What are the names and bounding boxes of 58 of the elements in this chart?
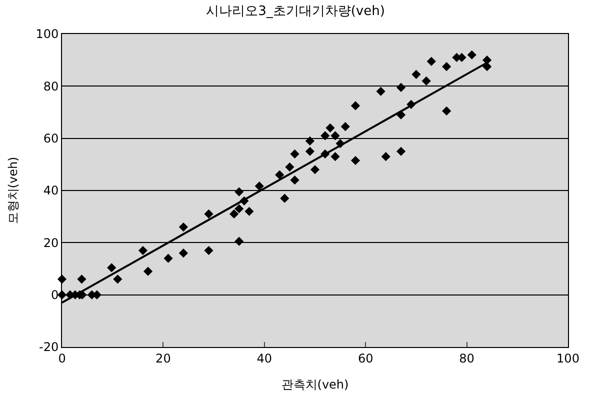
point	[204, 209, 214, 219]
point	[229, 209, 239, 219]
point	[138, 246, 148, 256]
point	[234, 204, 244, 214]
point	[77, 274, 86, 284]
point	[482, 56, 492, 65]
point	[254, 182, 264, 191]
point	[412, 70, 421, 79]
point	[143, 266, 153, 276]
point	[396, 82, 406, 92]
point	[482, 62, 492, 72]
point	[310, 165, 320, 174]
x-tick-label: 40	[256, 351, 272, 366]
y-tick-label: 80	[43, 79, 59, 94]
point	[178, 222, 188, 232]
x-axis-title: 관측치(veh)	[281, 377, 349, 392]
point	[330, 152, 340, 162]
point	[330, 131, 340, 140]
x-tick-label: 60	[358, 351, 374, 366]
point	[113, 274, 122, 284]
y-tick-label: 60	[43, 132, 59, 146]
point	[178, 248, 188, 258]
y-tick-label: 40	[43, 184, 59, 198]
point	[164, 254, 173, 263]
point	[396, 146, 406, 156]
point	[376, 86, 386, 96]
y-tick-label: -20	[38, 340, 59, 354]
point	[426, 56, 436, 66]
point	[244, 206, 254, 216]
x-tick-label: 100	[556, 351, 580, 366]
point	[442, 106, 452, 116]
y-tick-label: 0	[50, 288, 59, 302]
point	[290, 176, 300, 185]
point	[234, 236, 244, 246]
point	[290, 149, 300, 159]
point	[275, 170, 284, 180]
point	[442, 62, 452, 72]
point	[350, 101, 360, 110]
point	[305, 136, 314, 146]
y-tick-label: 20	[43, 236, 59, 250]
point	[285, 162, 294, 172]
point	[467, 50, 476, 60]
x-tick-label: 20	[156, 351, 171, 366]
point	[340, 122, 350, 132]
point	[234, 187, 244, 196]
point	[422, 76, 431, 86]
y-axis-title: 모형치(veh)	[6, 156, 20, 224]
point	[305, 146, 314, 156]
point	[381, 152, 390, 162]
point	[326, 123, 335, 132]
point	[107, 263, 116, 272]
y-tick-label: 100	[36, 27, 59, 42]
point	[280, 194, 290, 203]
chart-title: 시나리오3_초기대기차량(veh)	[206, 4, 385, 20]
point	[204, 246, 214, 256]
point	[350, 156, 360, 166]
x-tick-label: 80	[459, 351, 474, 366]
point	[320, 131, 330, 140]
